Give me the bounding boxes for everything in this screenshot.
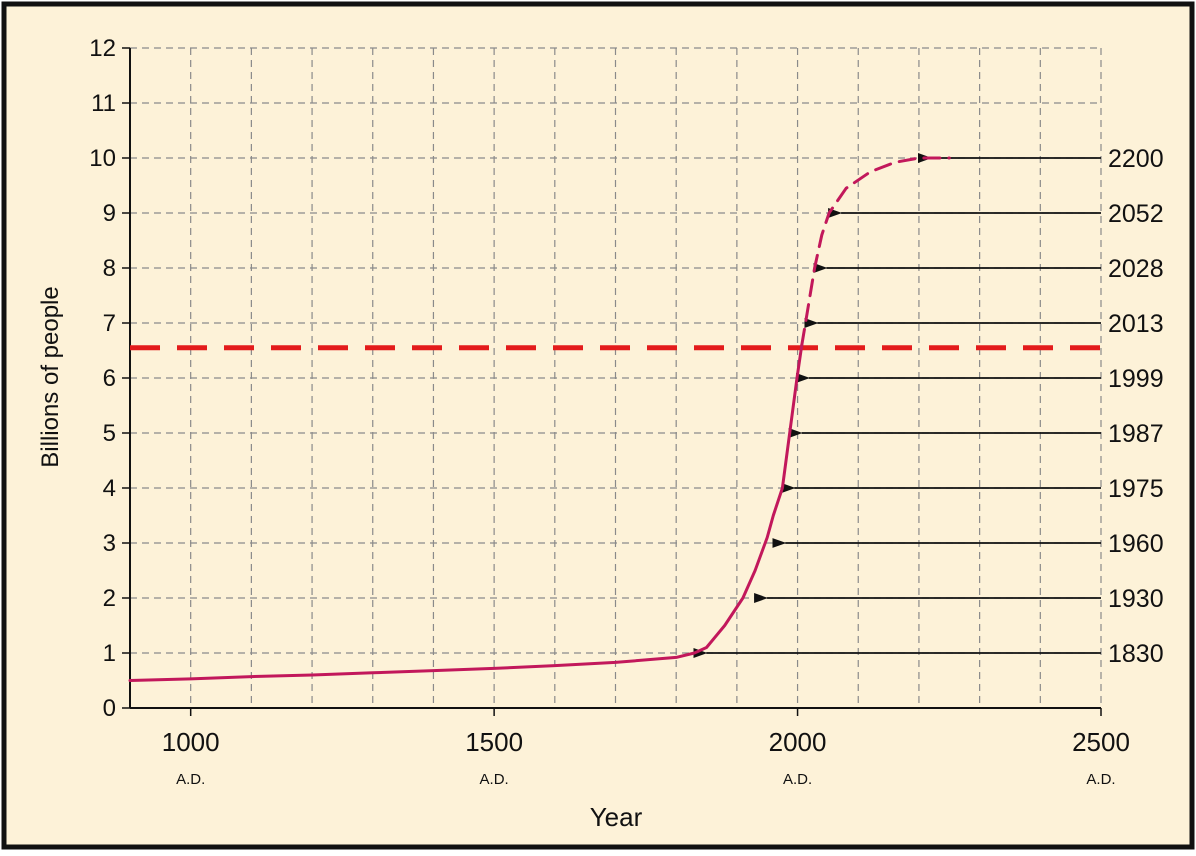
milestone-arrows [693, 153, 1101, 658]
y-tick-label: 3 [103, 530, 116, 557]
x-tick-era-label: A.D. [176, 771, 205, 788]
milestone-label: 2200 [1108, 145, 1164, 173]
y-tick-label: 9 [103, 200, 116, 227]
y-tick-label: 2 [103, 585, 116, 612]
milestone-label: 2052 [1108, 200, 1164, 228]
y-tick-label: 4 [103, 475, 116, 502]
projection-line [800, 156, 951, 347]
y-tick-label: 11 [91, 90, 116, 117]
milestone-label: 1975 [1108, 475, 1164, 503]
milestone-label: 1987 [1108, 420, 1164, 448]
population-line [128, 343, 804, 682]
x-tick-label: 1000 [162, 727, 220, 757]
milestone-label: 1960 [1108, 530, 1164, 558]
x-tick-label: 2500 [1072, 727, 1130, 757]
y-tick-label: 6 [103, 365, 116, 392]
milestone-label: 1999 [1108, 365, 1164, 393]
milestone-labels: 1830 1930 1960 1975 1987 1999 2013 2028 2052 2200 [1108, 145, 1164, 668]
y-tick-label: 1 [103, 640, 116, 667]
x-tick-label: 1500 [465, 727, 523, 757]
y-tick-label: 10 [89, 145, 116, 172]
milestone-label: 1830 [1108, 640, 1164, 668]
x-tick-era-label: A.D. [783, 771, 812, 788]
y-tick-label: 7 [103, 310, 116, 337]
x-tick-era-label: A.D. [1086, 771, 1115, 788]
y-tick-label: 0 [103, 695, 116, 722]
population-curve [128, 156, 951, 682]
y-tick-label: 5 [103, 420, 116, 447]
x-tick-era-label: A.D. [480, 771, 509, 788]
tick-labels: 01234567891011121000A.D.1500A.D.2000A.D.… [89, 35, 1130, 788]
milestone-label: 2028 [1108, 255, 1164, 283]
x-tick-label: 2000 [769, 727, 827, 757]
y-axis-label: Billions of people [37, 286, 64, 467]
x-axis-label: Year [590, 802, 643, 832]
y-tick-label: 12 [89, 35, 116, 62]
milestone-label: 1930 [1108, 585, 1164, 613]
milestone-label: 2013 [1108, 310, 1164, 338]
y-tick-label: 8 [103, 255, 116, 282]
